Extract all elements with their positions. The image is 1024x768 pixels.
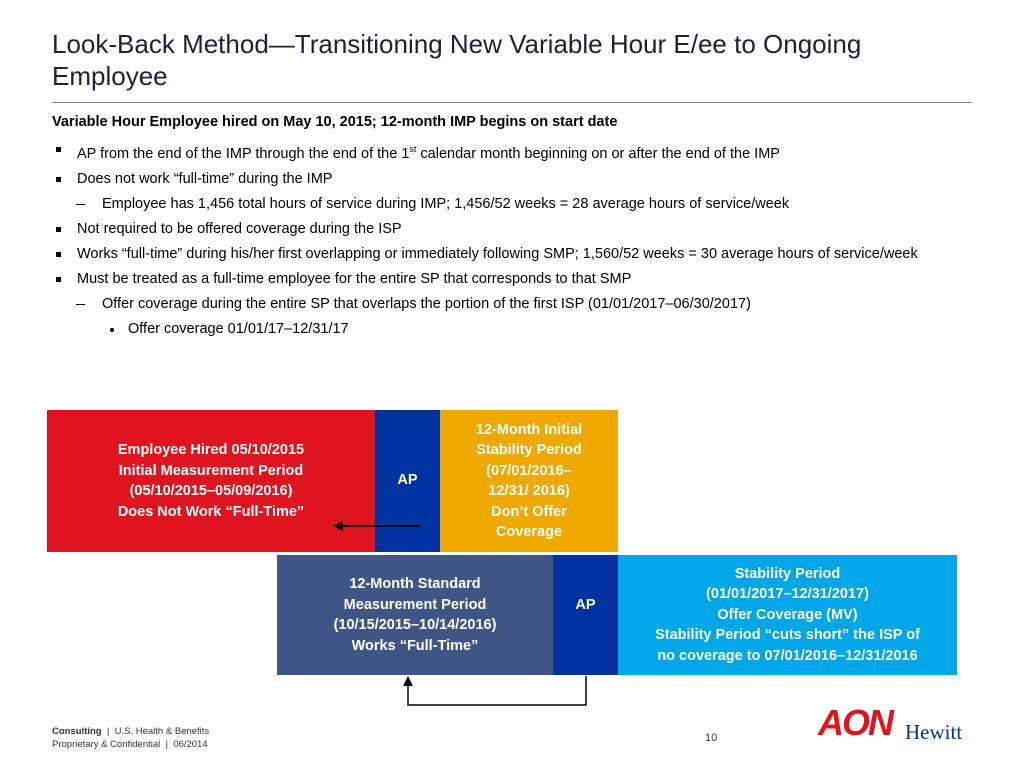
footer-line: Proprietary & Confidential | 06/2014 (52, 739, 208, 750)
title-line: Employee (52, 61, 168, 91)
bullet-list: AP from the end of the IMP through the e… (52, 138, 972, 343)
bullet-text: Must be treated as a full-time employee … (77, 270, 632, 287)
box-line: AP (397, 472, 418, 488)
bullet: Not required to be offered coverage duri… (52, 218, 972, 241)
page-number: 10 (705, 732, 718, 744)
box-line: Offer Coverage (MV) (717, 606, 858, 623)
bullet-marker (56, 176, 61, 182)
box-line: 12-Month Standard (349, 576, 481, 592)
box: AP (553, 555, 618, 675)
logo-sub: Hewitt (905, 720, 963, 744)
bullet-text: Offer coverage 01/01/17–12/31/17 (128, 320, 349, 337)
box-line: 12-Month Initial (475, 421, 583, 438)
title-line: Look-Back Method—Transitioning New Varia… (52, 29, 862, 59)
bullet-text: Does not work “full-time” during the IMP (77, 170, 333, 187)
bullet: AP from the end of the IMP through the e… (52, 138, 972, 166)
date: 06/2014 (173, 739, 208, 750)
heading: Variable Hour Employee hired on May 10, … (52, 114, 618, 130)
bullet: Does not work “full-time” during the IMP (52, 168, 972, 191)
box-line: (01/01/2017–12/31/2017) (706, 586, 869, 603)
bullet-marker (56, 251, 61, 257)
bullet-marker (56, 226, 61, 232)
rule (52, 102, 972, 103)
box-line: 12/31/ 2016) (488, 483, 570, 499)
box-line: Employee Hired 05/10/2015 (117, 442, 305, 458)
bullet: Must be treated as a full-time employee … (52, 268, 972, 291)
bullet: Works “full-time” during his/her first o… (52, 243, 972, 266)
box-line: (07/01/2016– (486, 462, 572, 479)
division: Consulting (52, 726, 102, 737)
unit: U.S. Health & Benefits (114, 726, 210, 737)
logo-main: AON (818, 702, 894, 743)
bullet-marker (110, 327, 114, 332)
bullet-text: AP from the end of the IMP through the e… (77, 145, 410, 162)
box: Stability Period (01/01/2017–12/31/2017) O… (618, 555, 957, 675)
bullet-marker (76, 303, 85, 306)
bullet-text: calendar month beginning on or after the… (416, 145, 780, 162)
confidential: Proprietary & Confidential (52, 739, 161, 750)
box-line: Works “Full-Time” (351, 637, 479, 654)
box-line: Stability Period (734, 565, 841, 582)
box-line: Don’t Offer (491, 503, 567, 520)
bullet-text: Employee has 1,456 total hours of servic… (102, 195, 790, 212)
bullet: Offer coverage during the entire SP that… (52, 293, 972, 316)
bullet-text: Not required to be offered coverage duri… (77, 220, 402, 237)
box-line: (10/15/2015–10/14/2016) (333, 617, 497, 633)
box-line: Initial Measurement Period (118, 462, 304, 479)
footer-line: Consulting | U.S. Health & Benefits (52, 726, 210, 737)
box-line: Does Not Work “Full-Time” (117, 503, 305, 520)
box-line: Measurement Period (343, 596, 487, 613)
box-line: Stability Period “cuts short” the ISP of (655, 627, 920, 644)
superscript: st (409, 144, 417, 154)
bullet-marker (56, 147, 61, 152)
bullet-text: Offer coverage during the entire SP that… (102, 295, 751, 312)
bullet-marker (56, 276, 61, 282)
box: Employee Hired 05/10/2015 Initial Measure… (47, 410, 375, 552)
title: Look-Back Method—Transitioning New Varia… (52, 28, 861, 92)
bullet: Employee has 1,456 total hours of servic… (52, 193, 972, 216)
box-line: Coverage (495, 524, 563, 540)
box-line: Stability Period (476, 442, 582, 458)
box: 12-Month Initial Stability Period (07/01/2… (440, 410, 618, 552)
bullet-text: Works “full-time” during his/her first o… (77, 245, 918, 262)
bullet-marker (76, 203, 85, 206)
box: 12-Month Standard Measurement Period (10/1… (277, 555, 553, 675)
box-line: no coverage to 07/01/2016–12/31/2016 (657, 647, 918, 664)
box-line: AP (575, 597, 596, 613)
bullet: Offer coverage 01/01/17–12/31/17 (52, 318, 972, 341)
box-line: (05/10/2015–05/09/2016) (129, 483, 293, 499)
box: AP (375, 410, 440, 552)
